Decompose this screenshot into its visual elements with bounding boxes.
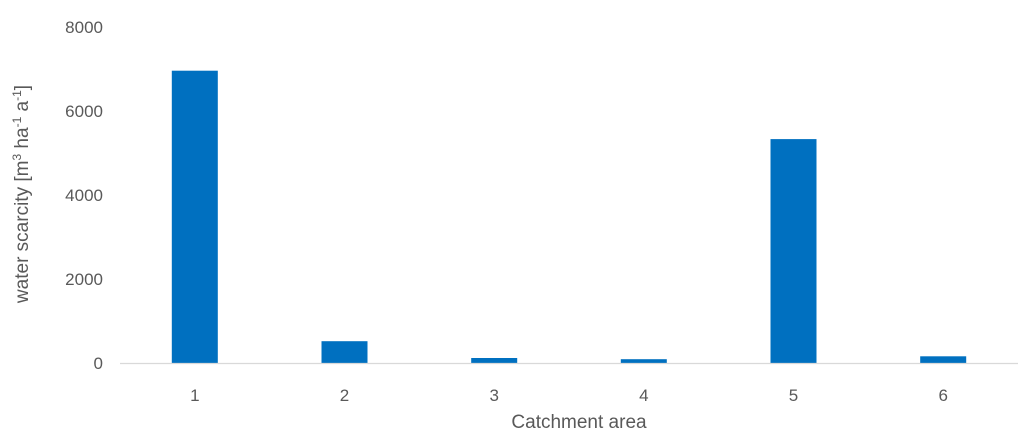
y-axis-title-mid-2: a <box>12 100 33 116</box>
y-axis-title-mid-1: ha <box>12 127 33 154</box>
x-tick-label: 1 <box>190 386 199 405</box>
y-axis-title-end: ] <box>12 85 33 90</box>
y-tick-label: 6000 <box>65 102 103 121</box>
x-tick-label: 5 <box>789 386 798 405</box>
y-axis-title-sup-2: -1 <box>10 116 24 127</box>
y-tick-label: 2000 <box>65 270 103 289</box>
x-axis-title: Catchment area <box>511 412 647 433</box>
y-axis-title-sup-3: -1 <box>10 90 24 101</box>
bar-6 <box>920 356 967 363</box>
y-tick-label: 4000 <box>65 186 103 205</box>
bar-3 <box>471 358 518 363</box>
bar-2 <box>321 341 368 363</box>
y-tick-label: 8000 <box>65 18 103 37</box>
x-tick-label: 2 <box>340 386 349 405</box>
x-axis-tick-labels: 1 2 3 4 5 6 <box>190 386 948 405</box>
x-tick-label: 4 <box>639 386 648 405</box>
y-tick-label: 0 <box>94 354 103 373</box>
bar-4 <box>620 359 667 363</box>
y-axis-title: water scarcity [m3 ha-1 a-1] <box>10 85 33 304</box>
y-axis-title-sup-1: 3 <box>10 154 24 161</box>
plot-area: 0 2000 4000 6000 8000 1 2 3 4 5 6 <box>65 18 1018 405</box>
x-tick-label: 6 <box>938 386 947 405</box>
y-axis-title-text: water scarcity [m <box>12 161 33 305</box>
bars <box>171 70 967 363</box>
y-axis-tick-labels: 0 2000 4000 6000 8000 <box>65 18 103 373</box>
bar-1 <box>171 70 218 363</box>
x-tick-label: 3 <box>489 386 498 405</box>
bar-5 <box>770 139 817 363</box>
